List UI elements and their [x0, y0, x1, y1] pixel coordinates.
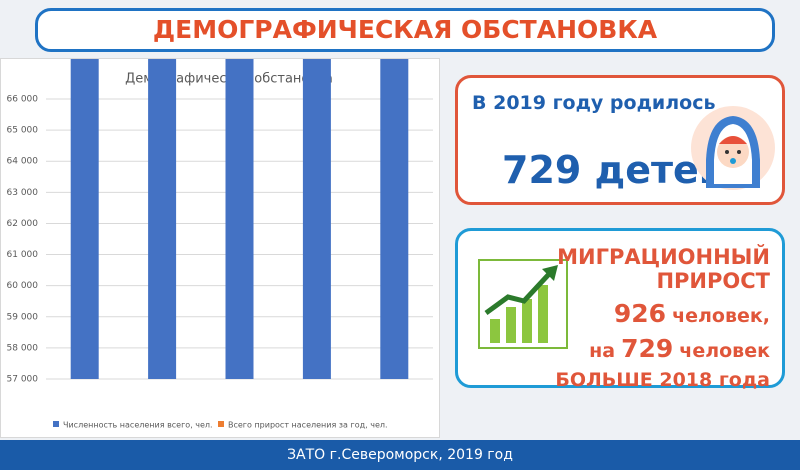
y-tick-label: 60 000	[7, 281, 39, 291]
migration-text: МИГРАЦИОННЫЙ ПРИРОСТ 926 человек, на 729 чел…	[458, 245, 770, 391]
title-banner: ДЕМОГРАФИЧЕСКАЯ ОБСТАНОВКА	[35, 8, 775, 52]
migration-text-part: на	[589, 340, 616, 362]
births-text: В 2019 году родилось	[472, 92, 716, 114]
migration-text-part: человек,	[672, 305, 770, 327]
y-tick-label: 58 000	[7, 343, 39, 353]
y-tick-label: 59 000	[7, 312, 39, 322]
migration-title: МИГРАЦИОННЫЙ ПРИРОСТ	[557, 245, 770, 293]
bar-segment	[225, 0, 254, 379]
migration-line: 926 человек,	[458, 299, 770, 328]
y-tick-label: 61 000	[7, 250, 39, 260]
chart: Демографическая обстановка Численность н…	[7, 0, 433, 430]
migration-text-part: 926	[613, 299, 667, 328]
legend: Численность населения всего, чел. Всего п…	[53, 421, 388, 430]
footer: ЗАТО г.Североморск, 2019 год	[0, 440, 800, 470]
y-tick-label: 66 000	[7, 95, 39, 105]
migration-text-part: 729	[621, 334, 674, 363]
migration-text-part: человек	[679, 340, 770, 362]
bar-segment	[148, 0, 177, 379]
y-tick-label: 64 000	[7, 157, 39, 167]
y-tick-label: 57 000	[7, 375, 39, 385]
migration-line: на 729 человек	[458, 334, 770, 363]
baby-icon	[691, 106, 775, 190]
y-tick-label: 62 000	[7, 219, 39, 229]
legend-label: Численность населения всего, чел.	[63, 421, 213, 430]
bar-segment	[380, 0, 409, 379]
births-value: 729 детей	[502, 148, 726, 192]
legend-swatch	[218, 421, 224, 427]
chart-panel: Демографическая обстановка Численность н…	[0, 0, 440, 465]
births-panel: В 2019 году родилось 729 детей	[455, 75, 785, 205]
y-tick-label: 65 000	[7, 126, 39, 136]
bar-segment	[302, 0, 331, 379]
bar-segment	[70, 0, 99, 379]
migration-line: БОЛЬШЕ 2018 года	[458, 369, 770, 391]
migration-panel: МИГРАЦИОННЫЙ ПРИРОСТ 926 человек, на 729 чел…	[455, 228, 785, 391]
migration-text-part: БОЛЬШЕ 2018 года	[555, 369, 770, 391]
y-tick-label: 63 000	[7, 188, 39, 198]
legend-swatch	[53, 421, 59, 427]
legend-label: Всего прирост населения за год, чел.	[228, 421, 388, 430]
growth-icon	[478, 259, 568, 349]
